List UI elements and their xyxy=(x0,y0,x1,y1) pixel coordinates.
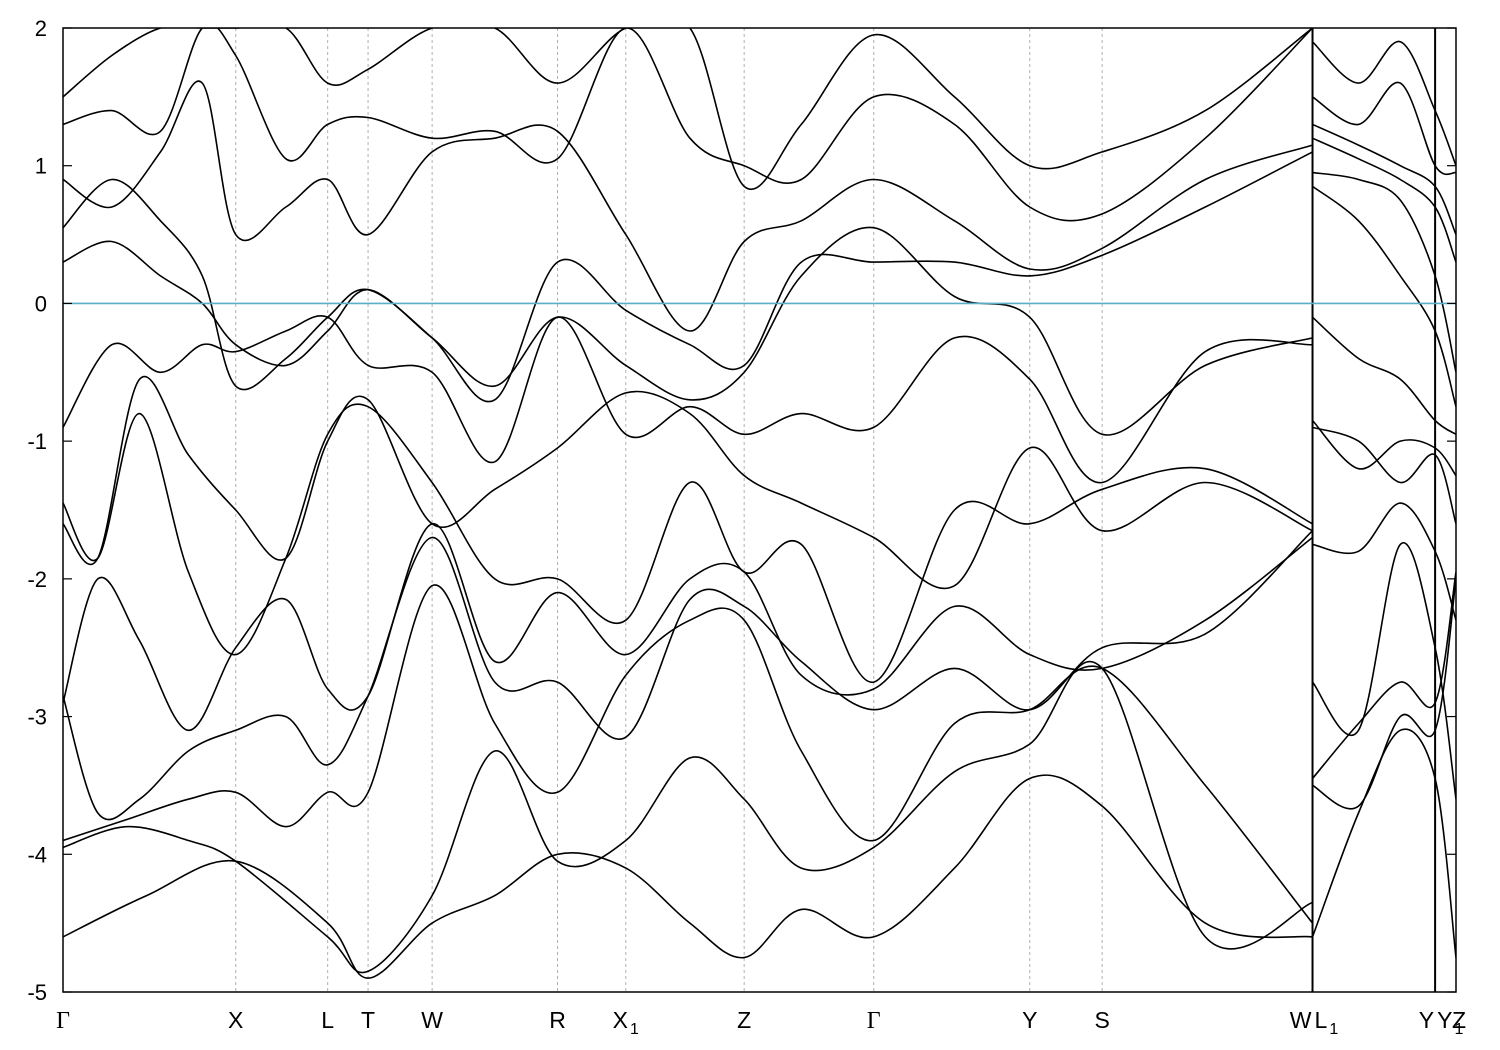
kpoint-label: Y xyxy=(1022,1007,1037,1033)
band-line-23 xyxy=(1312,171,1456,373)
plot-border xyxy=(62,27,1457,993)
band-line-5 xyxy=(63,522,1313,732)
band-line-6 xyxy=(63,403,1313,683)
kpoint-label: W xyxy=(421,1007,443,1033)
band-line-2 xyxy=(63,660,1313,974)
band-line-11 xyxy=(63,80,1313,332)
band-line-26 xyxy=(1312,81,1456,176)
y-tick-label: -3 xyxy=(27,705,47,730)
band-line-20 xyxy=(1311,419,1456,477)
band-line-22 xyxy=(1312,185,1456,407)
y-axis-ticks: -5 -4 -3 -2 -1 0 1 2 xyxy=(27,16,1456,1005)
band-line-14 xyxy=(1311,728,1456,958)
kpoint-label: Γ xyxy=(867,1008,881,1034)
y-tick-label: 0 xyxy=(35,291,47,316)
band-line-19 xyxy=(1312,426,1456,525)
band-line-3 xyxy=(63,584,1314,924)
band-line-15 xyxy=(1312,578,1456,810)
y-tick-label: -4 xyxy=(27,842,47,867)
y-tick-label: 2 xyxy=(35,16,47,41)
kpoint-label: Z xyxy=(1452,1007,1466,1033)
band-line-8 xyxy=(63,315,1313,484)
band-line-1 xyxy=(63,774,1313,980)
kpoint-label: X xyxy=(228,1007,243,1033)
kpoint-label: W xyxy=(1290,1007,1312,1033)
y-tick-label: -2 xyxy=(27,567,47,592)
kpoint-label: Y xyxy=(1419,1007,1434,1033)
band-line-10 xyxy=(63,151,1313,403)
kpoint-label: Γ xyxy=(56,1008,70,1034)
y-tick-label: -1 xyxy=(27,429,47,454)
kpoint-label: T xyxy=(361,1007,375,1033)
band-line-17 xyxy=(1311,541,1456,800)
kpoint-label: L xyxy=(321,1007,334,1033)
kpoint-label: R xyxy=(549,1007,566,1033)
y-tick-label: -5 xyxy=(27,980,47,1005)
band-line-18 xyxy=(1312,502,1456,621)
band-line-9 xyxy=(63,226,1313,436)
band-line-12 xyxy=(63,28,1314,222)
band-line-16 xyxy=(1311,571,1456,780)
band-line-4 xyxy=(63,530,1314,821)
x-axis-kpoint-labels: Γ X L T W R X 1 Z Γ Y S W L 1 Y Y 1Z xyxy=(56,1007,1466,1038)
kpoint-gridlines xyxy=(235,28,1437,992)
band-lines xyxy=(63,28,1456,980)
plot-frame xyxy=(62,27,1457,993)
kpoint-label: S xyxy=(1095,1007,1110,1033)
band-line-25 xyxy=(1312,123,1456,235)
band-line-24 xyxy=(1312,137,1456,263)
kpoint-label: Z xyxy=(737,1007,751,1033)
band-line-13 xyxy=(63,28,1313,190)
band-line-27 xyxy=(1311,40,1456,166)
y-tick-label: 1 xyxy=(35,154,47,179)
band-line-21 xyxy=(1311,316,1456,435)
band-line-7 xyxy=(63,375,1313,590)
